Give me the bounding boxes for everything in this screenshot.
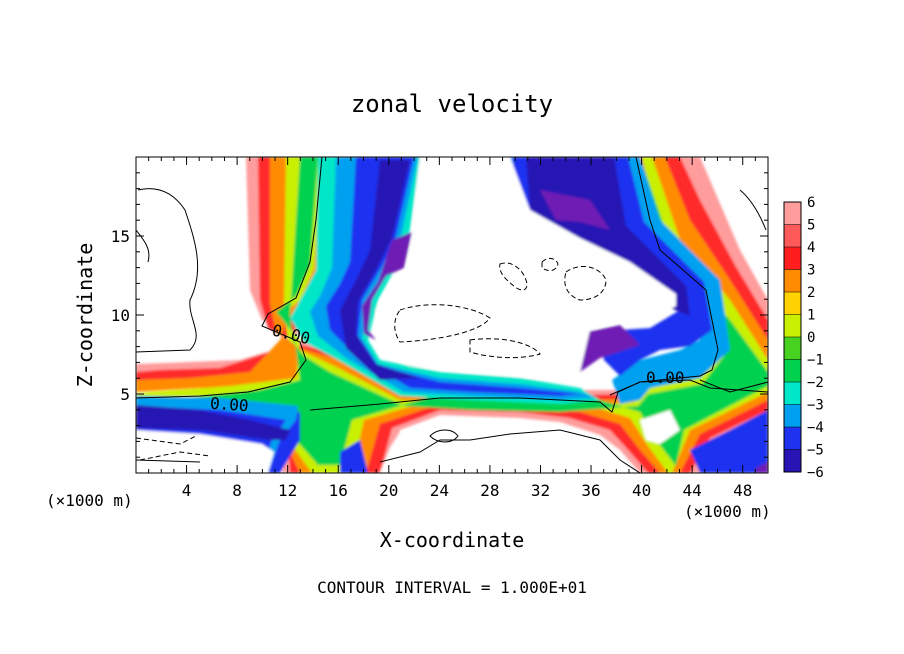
- x-tick-label: 24: [430, 481, 449, 500]
- x-tick-label: 12: [278, 481, 297, 500]
- negative-contours: [136, 257, 607, 461]
- colorbar-swatch: [784, 202, 801, 225]
- x-tick-label: 16: [329, 481, 348, 500]
- colorbar-swatch: [784, 247, 801, 270]
- colorbar-label: −4: [807, 420, 824, 436]
- colorbar-swatch: [784, 314, 801, 337]
- colorbar-swatch: [784, 269, 801, 292]
- colorbar-label: −6: [807, 465, 824, 481]
- colorbar-label: 5: [807, 218, 815, 234]
- colorbar: 6 5 4 3 2 1 0 −1 −2 −3 −4 −5 −6: [783, 195, 824, 481]
- chart-title: zonal velocity: [351, 90, 553, 118]
- colorbar-label: 2: [807, 285, 815, 301]
- colorbar-label: −5: [807, 443, 824, 459]
- x-tick-label: 40: [632, 481, 651, 500]
- colorbar-swatch: [784, 404, 801, 427]
- colorbar-swatch: [784, 427, 801, 450]
- colorbar-label: 1: [807, 308, 815, 324]
- colorbar-swatch: [784, 337, 801, 360]
- contour-interval-note: CONTOUR INTERVAL = 1.000E+01: [317, 578, 587, 597]
- contour-lines: [136, 157, 768, 473]
- x-tick-label: 44: [683, 481, 702, 500]
- y-axis-label: Z-coordinate: [73, 243, 97, 388]
- colorbar-label: −2: [807, 375, 824, 391]
- colorbar-label: −1: [807, 353, 824, 369]
- x-tick-label: 20: [379, 481, 398, 500]
- y-tick-label: 15: [111, 227, 130, 246]
- x-axis-label: X-coordinate: [380, 528, 525, 552]
- x-tick-label: 36: [581, 481, 600, 500]
- x-tick-label: 8: [232, 481, 242, 500]
- colorbar-label: 3: [807, 263, 815, 279]
- colorbar-swatch: [784, 292, 801, 315]
- colorbar-swatch: [784, 359, 801, 382]
- x-tick-label: 4: [182, 481, 192, 500]
- contour-label: 0.00: [646, 368, 685, 387]
- x-tick-label: 32: [531, 481, 550, 500]
- colorbar-swatch: [784, 382, 801, 405]
- colorbar-label: 0: [807, 330, 815, 346]
- x-tick-label: 48: [733, 481, 752, 500]
- y-tick-label: 5: [120, 385, 130, 404]
- heatmap-field: [136, 157, 768, 473]
- colorbar-label: 4: [807, 240, 815, 256]
- y-unit-label: (×1000 m): [46, 491, 133, 510]
- colorbar-label: −3: [807, 398, 824, 414]
- colorbar-label: 6: [807, 195, 815, 211]
- x-tick-label: 28: [480, 481, 499, 500]
- contour-label: 0.00: [209, 394, 249, 416]
- colorbar-swatch: [784, 449, 801, 472]
- x-unit-label: (×1000 m): [684, 502, 771, 521]
- y-tick-label: 10: [111, 306, 130, 325]
- colorbar-swatch: [784, 224, 801, 247]
